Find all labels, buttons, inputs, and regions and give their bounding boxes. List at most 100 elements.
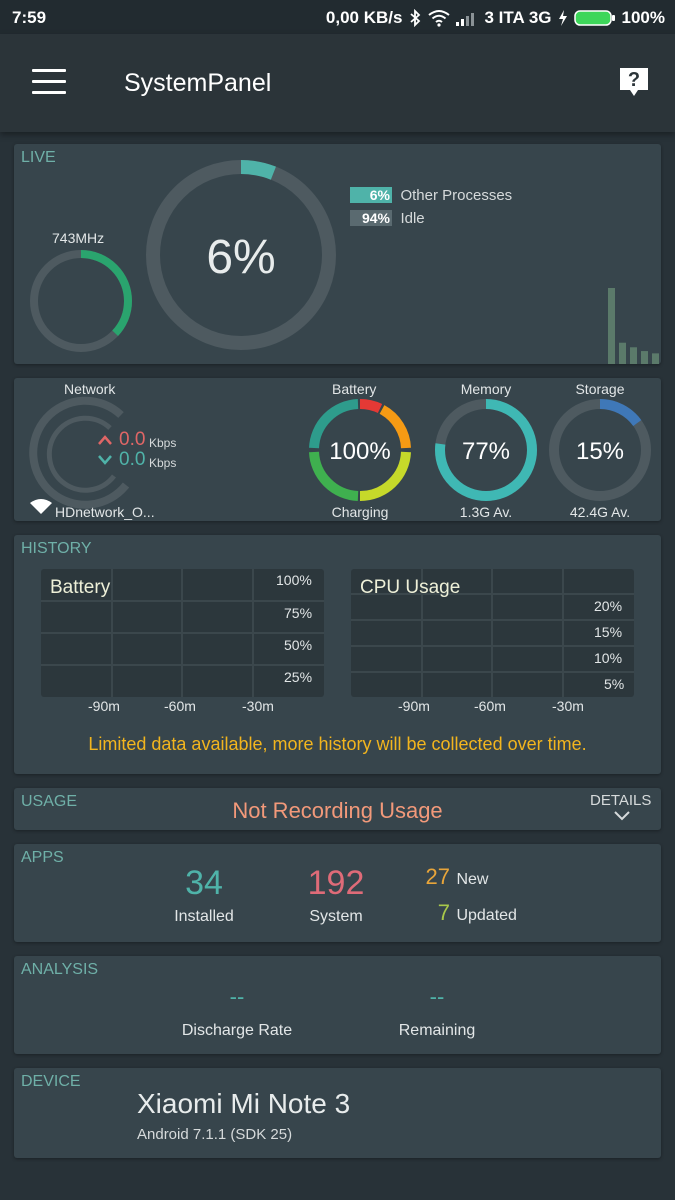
battery-label: Battery bbox=[332, 381, 377, 397]
battery-x-tick-60: -60m bbox=[164, 698, 196, 714]
legend-other-label: Other Processes bbox=[400, 187, 513, 204]
battery-gauge bbox=[309, 398, 411, 502]
cpu-x-tick-60: -60m bbox=[474, 698, 506, 714]
clock: 7:59 bbox=[12, 8, 47, 27]
activity-bar bbox=[652, 353, 659, 364]
live-card[interactable]: LIVE 743MHz 6% 6% Other Processes 94% Id… bbox=[14, 144, 661, 364]
remaining-value: -- bbox=[429, 984, 445, 1009]
battery-tick-25: 25% bbox=[284, 669, 313, 685]
activity-mini-chart bbox=[608, 288, 659, 364]
network-speed: 0,00 KB/s bbox=[325, 8, 403, 27]
legend-idle-label: Idle bbox=[400, 210, 425, 227]
download-unit: Kbps bbox=[149, 456, 177, 470]
wifi-ssid: HDnetwork_O... bbox=[55, 504, 155, 520]
cpu-usage-ring bbox=[146, 160, 336, 350]
cpu-history-chart bbox=[351, 569, 634, 697]
updated-count: 7 bbox=[437, 900, 450, 925]
battery-tick-100: 100% bbox=[276, 572, 312, 588]
download-speed: 0.0 bbox=[119, 449, 146, 470]
cpu-x-tick-90: -90m bbox=[398, 698, 430, 714]
activity-bar bbox=[641, 351, 648, 364]
storage-percent-value: 15% bbox=[575, 438, 625, 465]
history-card[interactable]: HISTORY Battery 100% 75% 50% 25% -90m -6… bbox=[14, 535, 661, 774]
discharge-rate-label: Discharge Rate bbox=[181, 1022, 293, 1039]
wifi-icon bbox=[30, 499, 52, 514]
remaining-label: Remaining bbox=[398, 1022, 476, 1039]
wifi-icon bbox=[428, 10, 451, 27]
history-notice: Limited data available, more history wil… bbox=[88, 734, 587, 754]
section-label-live: LIVE bbox=[21, 149, 56, 166]
cpu-usage-percent: 6% bbox=[206, 231, 276, 284]
battery-history-chart bbox=[41, 569, 324, 697]
memory-label: Memory bbox=[460, 381, 512, 397]
new-count: 27 bbox=[425, 864, 450, 889]
cpu-tick-15: 15% bbox=[594, 624, 623, 640]
memory-available: 1.3G Av. bbox=[459, 504, 513, 520]
memory-percent-value: 77% bbox=[461, 438, 511, 465]
svg-text:?: ? bbox=[628, 69, 640, 91]
network-label: Network bbox=[64, 381, 116, 397]
chevron-down-icon[interactable] bbox=[614, 811, 630, 821]
battery-tick-50: 50% bbox=[284, 637, 313, 653]
legend-other-processes: 6% Other Processes bbox=[350, 187, 512, 207]
new-apps: 27 New bbox=[414, 864, 534, 890]
new-label: New bbox=[456, 871, 489, 888]
activity-bar bbox=[619, 342, 626, 364]
system-label: System bbox=[309, 908, 363, 925]
section-label-analysis: ANALYSIS bbox=[21, 961, 99, 978]
battery-x-tick-90: -90m bbox=[88, 698, 120, 714]
battery-history-title: Battery bbox=[50, 577, 111, 598]
network-gauge bbox=[29, 396, 130, 509]
frequency-gauge bbox=[30, 250, 132, 352]
installed-count: 34 bbox=[185, 864, 223, 902]
download-arrow-icon bbox=[98, 455, 112, 465]
analysis-card[interactable]: ANALYSIS -- Discharge Rate -- Remaining bbox=[14, 956, 661, 1054]
bluetooth-icon bbox=[410, 9, 421, 27]
section-label-usage: USAGE bbox=[21, 793, 78, 810]
app-bar: SystemPanel ? bbox=[0, 34, 675, 132]
battery-icon bbox=[573, 10, 615, 26]
activity-bar bbox=[608, 288, 615, 364]
legend-idle-value: 94% bbox=[350, 210, 392, 226]
section-label-apps: APPS bbox=[21, 849, 64, 866]
installed-label: Installed bbox=[174, 908, 234, 925]
device-os: Android 7.1.1 (SDK 25) bbox=[137, 1126, 293, 1143]
storage-available: 42.4G Av. bbox=[569, 504, 631, 520]
cpu-x-tick-30: -30m bbox=[552, 698, 584, 714]
updated-apps: 7 Updated bbox=[414, 900, 554, 926]
hamburger-menu-icon[interactable] bbox=[32, 69, 66, 95]
cpu-tick-5: 5% bbox=[604, 676, 625, 692]
battery-status: Charging bbox=[331, 504, 389, 520]
device-name: Xiaomi Mi Note 3 bbox=[137, 1088, 351, 1119]
usage-status: Not Recording Usage bbox=[232, 798, 443, 823]
system-count: 192 bbox=[307, 864, 365, 902]
battery-percent-value: 100% bbox=[329, 438, 391, 465]
upload-unit: Kbps bbox=[149, 436, 177, 450]
section-label-history: HISTORY bbox=[21, 540, 92, 557]
cpu-frequency: 743MHz bbox=[52, 230, 105, 246]
app-title: SystemPanel bbox=[124, 69, 272, 97]
cpu-tick-10: 10% bbox=[594, 650, 623, 666]
legend-other-value: 6% bbox=[350, 187, 392, 203]
device-card[interactable]: DEVICE Xiaomi Mi Note 3 Android 7.1.1 (S… bbox=[14, 1068, 661, 1158]
battery-x-tick-30: -30m bbox=[242, 698, 274, 714]
cpu-tick-20: 20% bbox=[594, 598, 623, 614]
gauges-card[interactable]: Network 0.0 Kbps 0.0 Kbps HDnetwork_O...… bbox=[14, 378, 661, 521]
apps-card[interactable]: APPS 34 Installed 192 System 27 New 7 Up… bbox=[14, 844, 661, 942]
legend-idle: 94% Idle bbox=[350, 210, 425, 230]
signal-icon bbox=[456, 13, 475, 26]
battery-percent: 100% bbox=[621, 8, 665, 27]
battery-tick-75: 75% bbox=[284, 605, 313, 621]
discharge-rate-value: -- bbox=[229, 984, 245, 1009]
section-label-device: DEVICE bbox=[21, 1073, 81, 1090]
upload-arrow-icon bbox=[98, 435, 112, 445]
charging-icon bbox=[558, 10, 567, 26]
memory-gauge bbox=[435, 399, 537, 501]
updated-label: Updated bbox=[456, 907, 517, 924]
activity-bar bbox=[630, 347, 637, 364]
status-bar: 7:59 0,00 KB/s 3 ITA 3G 100% bbox=[0, 0, 675, 34]
details-button[interactable]: DETAILS bbox=[590, 792, 652, 809]
help-icon[interactable]: ? bbox=[618, 66, 650, 98]
upload-speed: 0.0 bbox=[119, 429, 146, 450]
usage-card[interactable]: USAGE Not Recording Usage DETAILS bbox=[14, 788, 661, 830]
